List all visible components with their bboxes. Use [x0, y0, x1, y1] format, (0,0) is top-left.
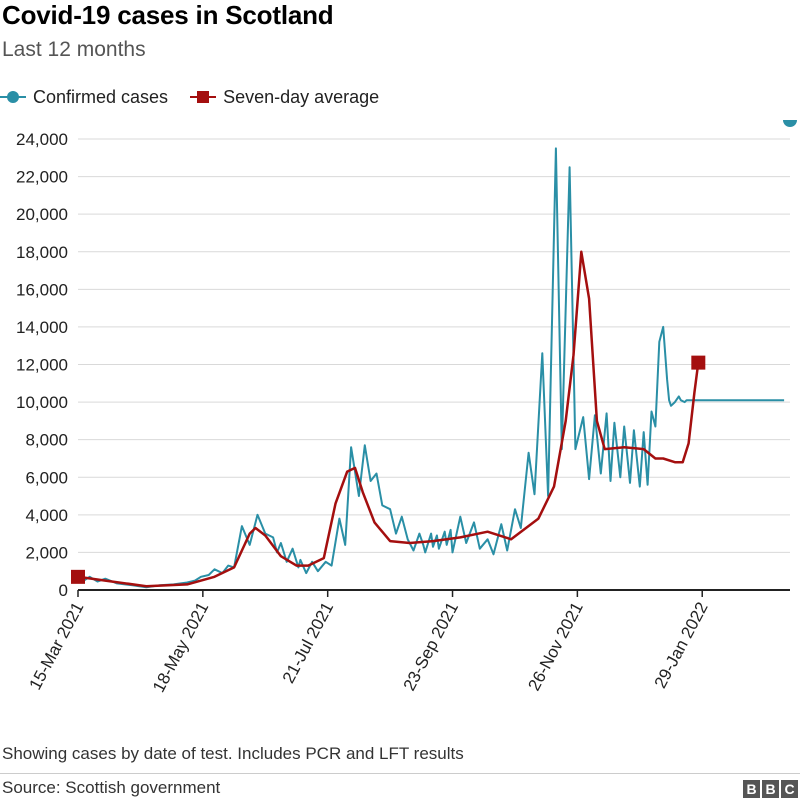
seven-day-average-end-marker [691, 355, 706, 370]
y-tick-label: 20,000 [16, 205, 68, 224]
y-tick-label: 18,000 [16, 243, 68, 262]
bbc-logo-letter: B [743, 780, 760, 798]
seven-day-average-start-marker [71, 569, 85, 584]
legend-label-confirmed: Confirmed cases [33, 86, 169, 107]
y-tick-label: 16,000 [16, 280, 68, 299]
chart-subtitle: Last 12 months [2, 38, 146, 61]
y-tick-label: 6,000 [25, 468, 68, 487]
bbc-logo: B B C [741, 780, 798, 798]
bbc-logo-letter: C [781, 780, 798, 798]
circle-marker-icon [0, 91, 26, 103]
y-tick-label: 8,000 [25, 431, 68, 450]
y-tick-label: 10,000 [16, 393, 68, 412]
y-tick-label: 24,000 [16, 130, 68, 149]
seven-day-average-line [77, 250, 700, 588]
chart-legend: Confirmed cases Seven-day average [0, 84, 401, 110]
x-tick-label: 18-May 2021 [149, 599, 212, 696]
legend-item-confirmed: Confirmed cases [0, 87, 168, 108]
square-marker-icon [190, 91, 217, 103]
y-tick-label: 12,000 [16, 356, 68, 375]
y-tick-label: 2,000 [25, 543, 68, 562]
x-tick-label: 23-Sep 2021 [400, 599, 462, 694]
x-tick-label: 21-Jul 2021 [279, 599, 337, 686]
x-tick-label: 15-Mar 2021 [26, 599, 88, 693]
y-tick-label: 0 [59, 581, 68, 600]
source-note: Source: Scottish government [2, 778, 221, 797]
bbc-logo-letter: B [762, 780, 779, 798]
legend-item-average: Seven-day average [190, 87, 379, 108]
legend-label-average: Seven-day average [223, 86, 380, 107]
footnote: Showing cases by date of test. Includes … [2, 744, 464, 763]
x-tick-label: 26-Nov 2021 [524, 599, 586, 694]
y-tick-label: 22,000 [16, 168, 68, 187]
footer-divider [0, 773, 800, 774]
x-tick-label: 29-Jan 2022 [651, 599, 712, 691]
y-tick-label: 14,000 [16, 318, 68, 337]
confirmed-cases-line [77, 147, 785, 589]
y-tick-label: 4,000 [25, 506, 68, 525]
line-chart: 0 2,000 4,000 6,000 8,000 10,000 12,000 14,000 1… [16, 120, 797, 696]
chart-title: Covid-19 cases in Scotland [2, 0, 334, 30]
confirmed-cases-end-marker [783, 120, 797, 127]
